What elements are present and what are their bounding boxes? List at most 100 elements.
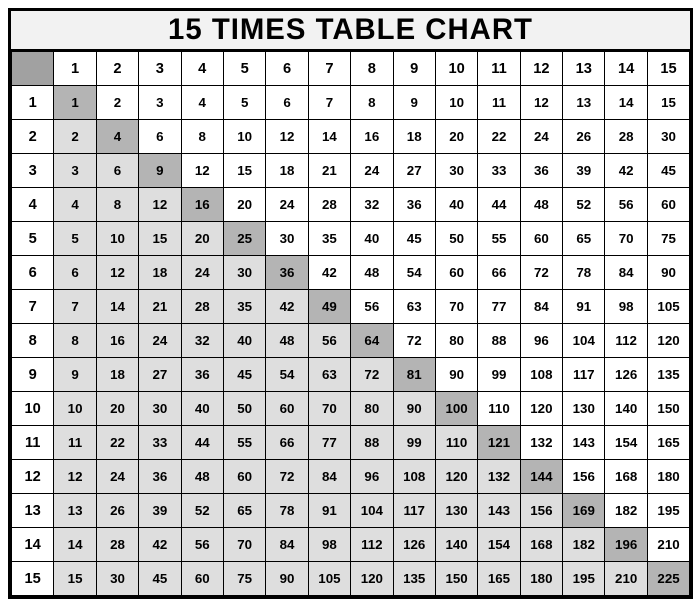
table-cell: 91 — [308, 494, 350, 528]
table-cell: 42 — [605, 154, 647, 188]
table-cell: 10 — [96, 222, 138, 256]
col-header: 3 — [139, 52, 181, 86]
table-cell: 156 — [563, 460, 605, 494]
table-cell: 18 — [266, 154, 308, 188]
table-cell: 35 — [223, 290, 265, 324]
col-header: 10 — [435, 52, 477, 86]
table-cell: 56 — [308, 324, 350, 358]
table-cell: 90 — [393, 392, 435, 426]
table-cell: 100 — [435, 392, 477, 426]
table-cell: 20 — [96, 392, 138, 426]
table-cell: 75 — [647, 222, 689, 256]
row-header: 4 — [12, 188, 54, 222]
table-cell: 84 — [605, 256, 647, 290]
table-cell: 14 — [96, 290, 138, 324]
table-cell: 22 — [478, 120, 520, 154]
table-cell: 130 — [563, 392, 605, 426]
table-cell: 4 — [181, 86, 223, 120]
table-cell: 143 — [478, 494, 520, 528]
table-cell: 13 — [54, 494, 96, 528]
col-header: 11 — [478, 52, 520, 86]
table-cell: 11 — [478, 86, 520, 120]
table-cell: 168 — [520, 528, 562, 562]
table-cell: 12 — [181, 154, 223, 188]
table-cell: 6 — [139, 120, 181, 154]
table-cell: 66 — [266, 426, 308, 460]
table-cell: 2 — [54, 120, 96, 154]
table-cell: 9 — [54, 358, 96, 392]
table-cell: 14 — [308, 120, 350, 154]
table-cell: 20 — [181, 222, 223, 256]
table-cell: 36 — [181, 358, 223, 392]
table-cell: 60 — [647, 188, 689, 222]
table-cell: 55 — [223, 426, 265, 460]
table-cell: 50 — [435, 222, 477, 256]
table-cell: 88 — [351, 426, 393, 460]
table-cell: 50 — [223, 392, 265, 426]
table-cell: 40 — [223, 324, 265, 358]
table-cell: 14 — [54, 528, 96, 562]
table-cell: 3 — [54, 154, 96, 188]
table-cell: 25 — [223, 222, 265, 256]
table-cell: 88 — [478, 324, 520, 358]
table-cell: 117 — [393, 494, 435, 528]
table-cell: 28 — [605, 120, 647, 154]
table-cell: 33 — [478, 154, 520, 188]
chart-title: 15 TIMES TABLE CHART — [11, 11, 690, 51]
table-cell: 110 — [435, 426, 477, 460]
table-cell: 60 — [223, 460, 265, 494]
table-cell: 90 — [266, 562, 308, 596]
table-cell: 7 — [54, 290, 96, 324]
table-cell: 10 — [54, 392, 96, 426]
table-cell: 72 — [393, 324, 435, 358]
table-cell: 28 — [308, 188, 350, 222]
table-cell: 98 — [605, 290, 647, 324]
table-cell: 10 — [435, 86, 477, 120]
table-cell: 4 — [54, 188, 96, 222]
table-cell: 21 — [308, 154, 350, 188]
table-cell: 18 — [96, 358, 138, 392]
table-cell: 182 — [605, 494, 647, 528]
table-cell: 13 — [563, 86, 605, 120]
table-cell: 36 — [520, 154, 562, 188]
table-cell: 77 — [308, 426, 350, 460]
table-cell: 24 — [520, 120, 562, 154]
table-cell: 36 — [393, 188, 435, 222]
table-cell: 24 — [139, 324, 181, 358]
table-cell: 96 — [351, 460, 393, 494]
table-cell: 210 — [605, 562, 647, 596]
table-cell: 66 — [478, 256, 520, 290]
table-cell: 84 — [308, 460, 350, 494]
table-cell: 77 — [478, 290, 520, 324]
table-cell: 130 — [435, 494, 477, 528]
table-cell: 1 — [54, 86, 96, 120]
table-cell: 135 — [393, 562, 435, 596]
col-header: 4 — [181, 52, 223, 86]
table-cell: 225 — [647, 562, 689, 596]
table-cell: 120 — [435, 460, 477, 494]
table-cell: 49 — [308, 290, 350, 324]
table-cell: 75 — [223, 562, 265, 596]
table-cell: 48 — [266, 324, 308, 358]
table-cell: 70 — [308, 392, 350, 426]
table-cell: 28 — [96, 528, 138, 562]
table-cell: 55 — [478, 222, 520, 256]
table-cell: 90 — [435, 358, 477, 392]
col-header: 15 — [647, 52, 689, 86]
table-cell: 99 — [478, 358, 520, 392]
row-header: 3 — [12, 154, 54, 188]
table-cell: 165 — [478, 562, 520, 596]
table-cell: 42 — [266, 290, 308, 324]
table-cell: 165 — [647, 426, 689, 460]
table-cell: 7 — [308, 86, 350, 120]
table-cell: 120 — [647, 324, 689, 358]
table-cell: 3 — [139, 86, 181, 120]
table-cell: 9 — [393, 86, 435, 120]
table-cell: 30 — [223, 256, 265, 290]
table-cell: 91 — [563, 290, 605, 324]
table-cell: 42 — [139, 528, 181, 562]
table-cell: 180 — [520, 562, 562, 596]
table-cell: 48 — [351, 256, 393, 290]
table-cell: 12 — [54, 460, 96, 494]
table-cell: 16 — [181, 188, 223, 222]
